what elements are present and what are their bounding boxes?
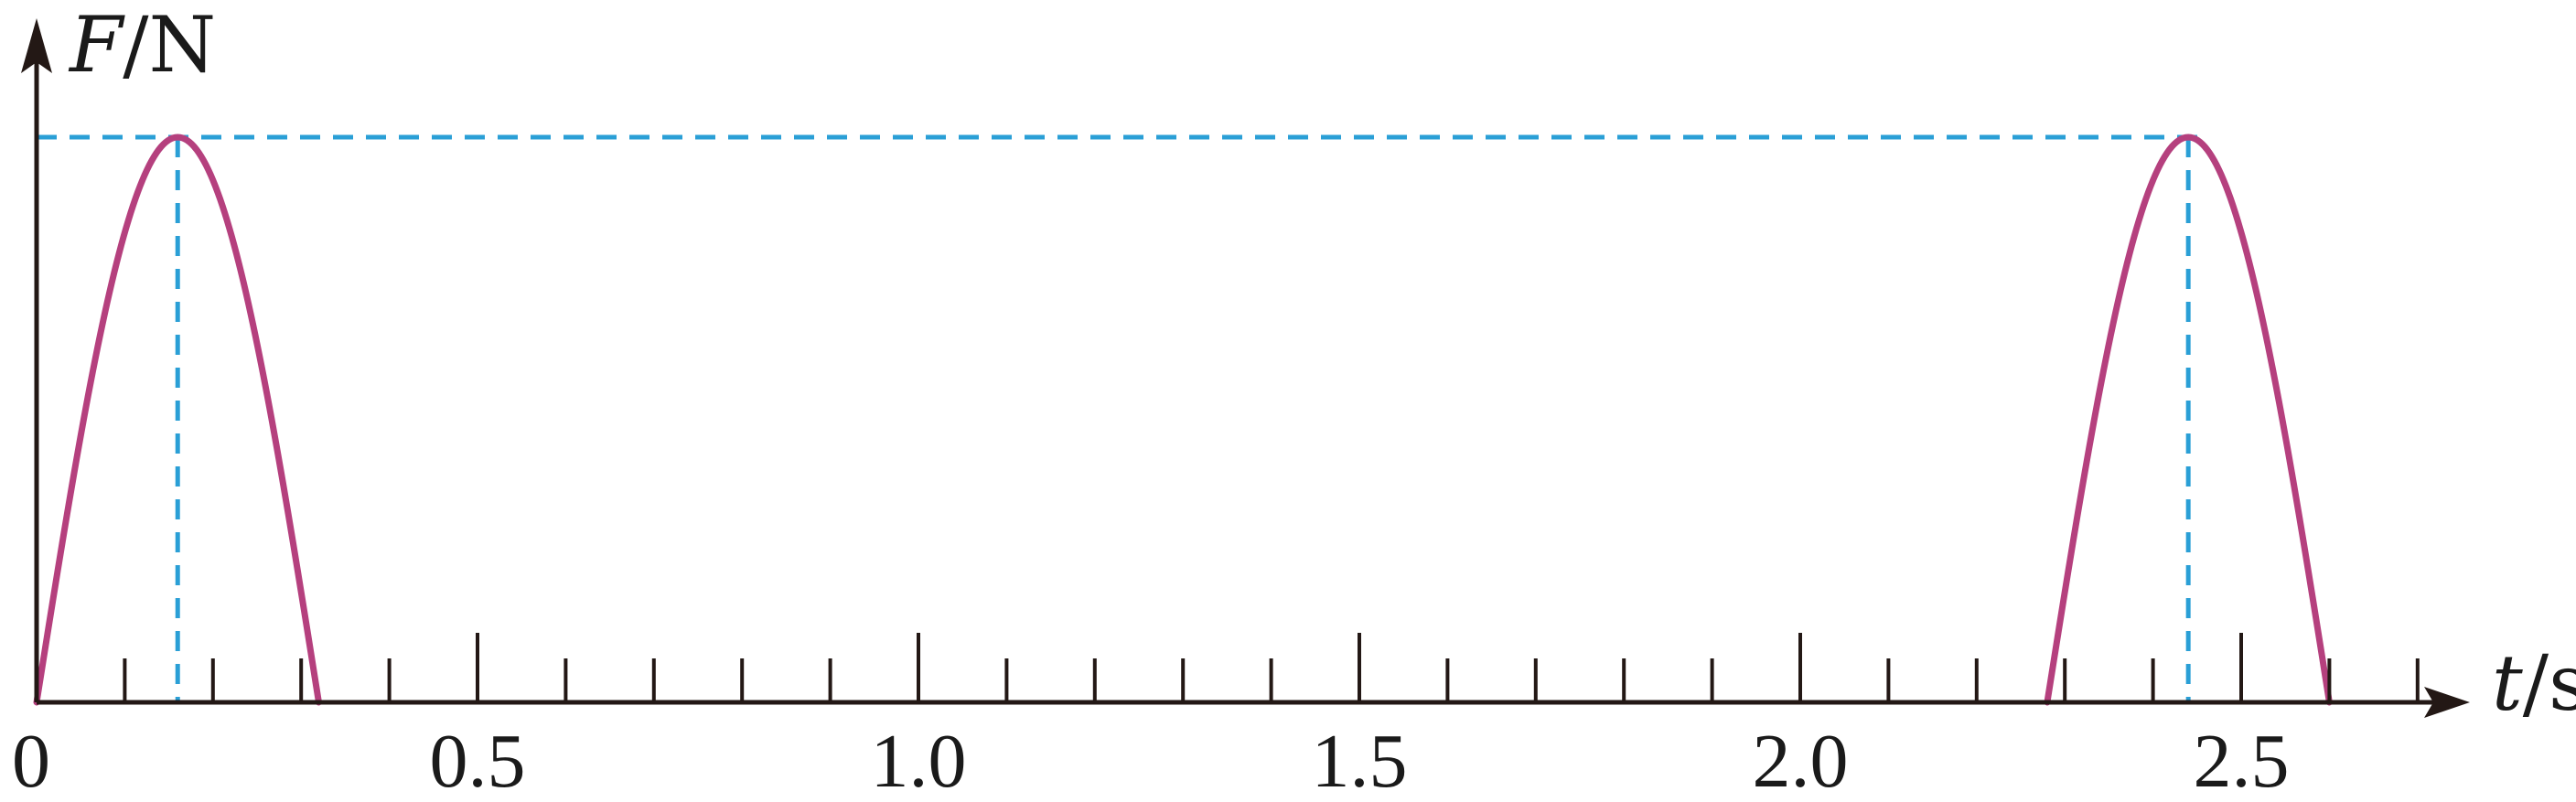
- x-axis-symbol: t: [2492, 638, 2523, 728]
- origin-label: 0: [12, 719, 50, 802]
- x-tick-label: 1.5: [1312, 719, 1408, 802]
- x-tick-label: 2.0: [1753, 719, 1849, 802]
- y-axis-symbol: F: [68, 0, 125, 90]
- x-axis-ticks: [124, 633, 2417, 702]
- y-axis-label: F/N: [68, 0, 216, 90]
- pulse-curves: [37, 137, 2329, 702]
- x-tick-label: 1.0: [871, 719, 967, 802]
- x-tick-label: 0.5: [430, 719, 526, 802]
- reference-lines: [37, 137, 2197, 702]
- y-axis-separator: /: [123, 0, 149, 90]
- x-tick-label: 2.5: [2194, 719, 2290, 802]
- x-tick-labels: 0.5 1.0 1.5 2.0 2.5: [430, 719, 2290, 802]
- x-axis-label: t/s: [2492, 638, 2576, 728]
- x-axis-separator: /: [2523, 638, 2549, 728]
- y-axis-unit: N: [149, 0, 217, 90]
- x-axis-unit: s: [2549, 638, 2576, 728]
